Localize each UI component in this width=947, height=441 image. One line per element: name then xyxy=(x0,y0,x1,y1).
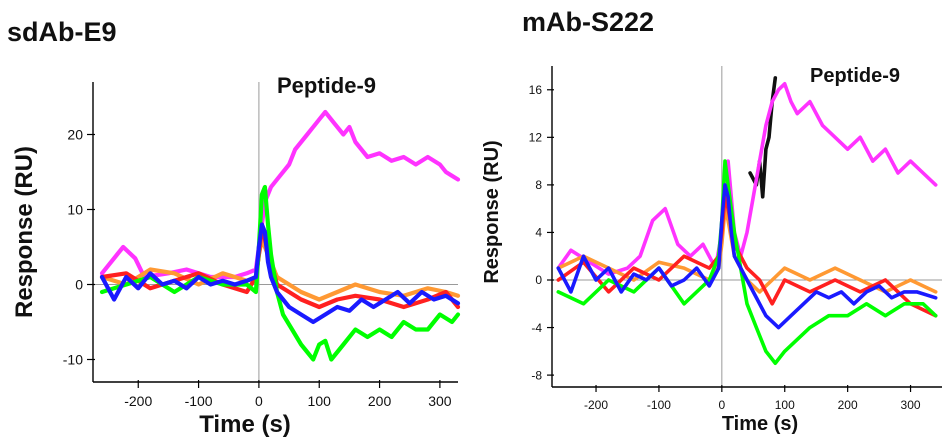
chart-panel-sdab-e9: sdAb-E9 -10 0 10 20 -200 -100 0 100 200 300 Time (… xyxy=(0,0,470,441)
peptide-annotation: Peptide-9 xyxy=(810,65,900,87)
y-axis-title: Response (RU) xyxy=(481,140,503,283)
chart-svg-mab-s222: -8 -4 0 4 8 12 16 -200 -100 0 100 200 300 Time (s) Res… xyxy=(481,65,942,435)
x-tick-label: -100 xyxy=(647,398,671,412)
chart-title: sdAb-E9 xyxy=(7,17,117,47)
series-line-1 xyxy=(99,237,461,302)
x-tick-label: 100 xyxy=(308,393,332,409)
series-line-4 xyxy=(556,159,938,365)
peptide-annotation: Peptide-9 xyxy=(277,73,376,98)
chart-title: mAb-S222 xyxy=(522,7,655,37)
x-tick-label: 100 xyxy=(775,398,795,412)
y-tick-label: 12 xyxy=(529,131,543,145)
series-line-5 xyxy=(556,183,938,330)
y-tick-label: -8 xyxy=(531,368,542,382)
x-tick-label: 200 xyxy=(838,398,858,412)
y-tick-label: -10 xyxy=(63,351,83,367)
y-axis-title: Response (RU) xyxy=(11,146,38,318)
y-tick-label: 0 xyxy=(535,273,542,287)
series-line-4 xyxy=(99,222,461,325)
y-tick-label: 16 xyxy=(529,83,543,97)
y-tick-label: 20 xyxy=(67,126,83,142)
y-tick-label: 8 xyxy=(535,178,542,192)
y-tick-label: 10 xyxy=(67,201,83,217)
x-tick-label: 300 xyxy=(428,393,452,409)
y-tick-label: 4 xyxy=(535,226,542,240)
series-line-0 xyxy=(99,109,461,280)
x-axis-title: Time (s) xyxy=(199,411,291,438)
x-tick-label: 200 xyxy=(368,393,392,409)
x-axis-title: Time (s) xyxy=(722,413,798,435)
x-tick-label: -200 xyxy=(584,398,608,412)
y-tick-label: 0 xyxy=(75,276,83,292)
y-tick-label: -4 xyxy=(531,321,542,335)
x-tick-label: 0 xyxy=(718,398,725,412)
chart-panel-mab-s222: mAb-S222 -8 -4 0 4 8 12 16 -200 -100 0 100 200 300 Ti… xyxy=(470,0,947,441)
series-line-1 xyxy=(556,82,938,276)
x-tick-label: 300 xyxy=(901,398,921,412)
x-tick-label: -200 xyxy=(124,393,152,409)
x-tick-label: 0 xyxy=(255,393,263,409)
x-tick-label: -100 xyxy=(185,393,213,409)
